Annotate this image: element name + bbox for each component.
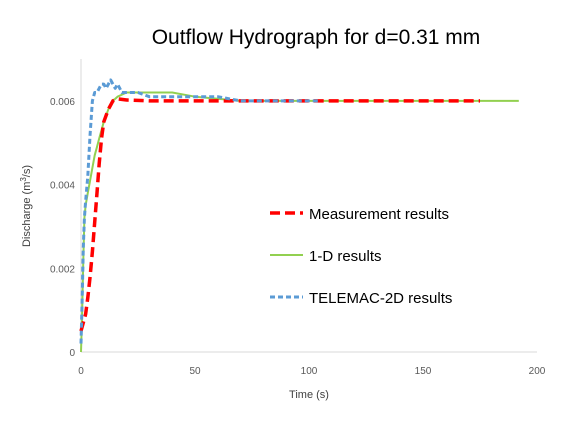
y-axis-label-main: Discharge (m — [21, 182, 33, 247]
series-lines — [79, 78, 519, 353]
y-tick-label: 0.002 — [50, 264, 75, 275]
series-line-2 — [79, 78, 321, 344]
y-tick-label: 0.004 — [50, 181, 75, 192]
legend: Measurement results 1-D results TELEMAC-… — [270, 206, 452, 307]
x-axis-label: Time (s) — [289, 389, 329, 401]
y-axis-label-tail: /s) — [21, 165, 33, 177]
y-tick-label: 0 — [69, 348, 75, 359]
svg-text:Discharge (m3/s): Discharge (m3/s) — [19, 165, 33, 247]
y-tick-labels: 0 0.002 0.004 0.006 — [50, 97, 75, 359]
x-tick-label: 100 — [301, 366, 318, 377]
legend-label-measurement: Measurement results — [309, 206, 449, 223]
x-tick-label: 0 — [78, 366, 84, 377]
y-axis-label-superscript: 3 — [19, 177, 28, 182]
y-axis-label: Discharge (m3/s) — [19, 165, 33, 247]
y-tick-label: 0.006 — [50, 97, 75, 108]
legend-label-1d: 1-D results — [309, 248, 382, 265]
chart-title: Outflow Hydrograph for d=0.31 mm — [152, 26, 481, 49]
x-tick-label: 150 — [415, 366, 432, 377]
legend-label-telemac: TELEMAC-2D results — [309, 290, 452, 307]
x-tick-label: 50 — [189, 366, 201, 377]
x-tick-labels: 0 50 100 150 200 — [78, 366, 546, 377]
series-line-1 — [80, 91, 519, 353]
x-tick-label: 200 — [529, 366, 546, 377]
